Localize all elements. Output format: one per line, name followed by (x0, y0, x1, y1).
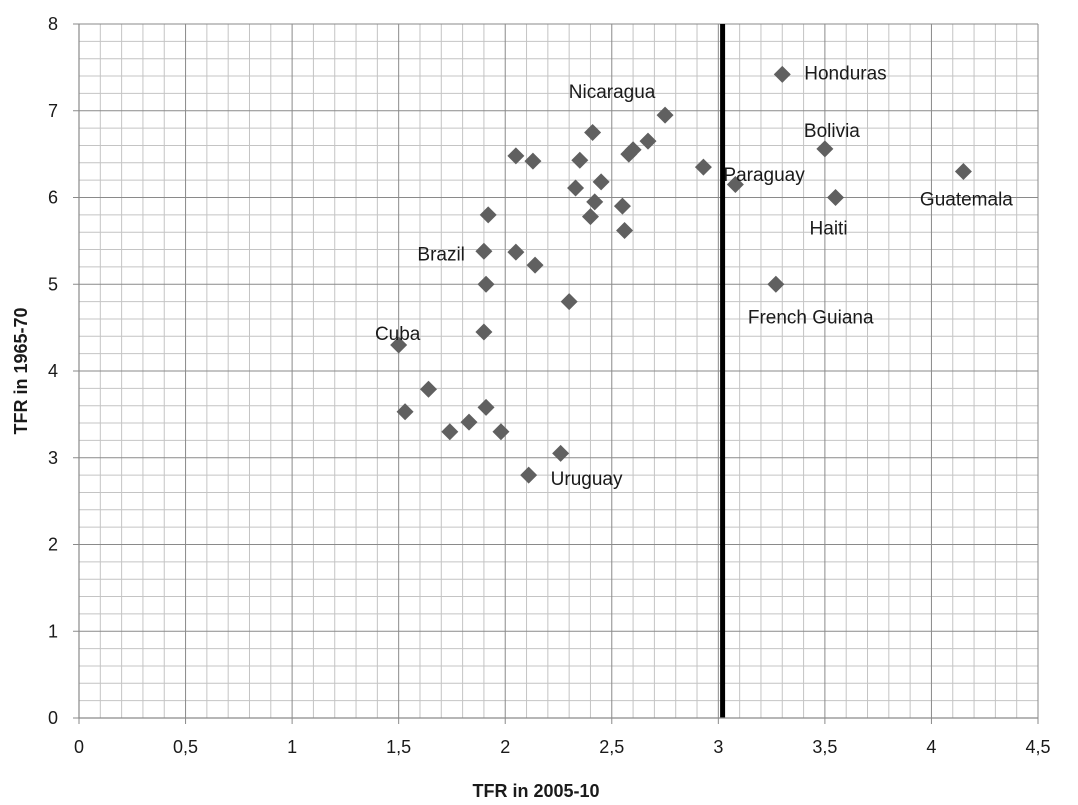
x-tick-label: 0 (74, 737, 84, 757)
x-tick-label: 3 (713, 737, 723, 757)
data-point (639, 132, 657, 150)
point-label: Guatemala (920, 189, 1013, 210)
data-point (613, 197, 631, 215)
x-tick-labels: 0 0,5 1 1,5 2 2,5 3 3,5 4 4,5 (74, 737, 1051, 757)
point-label: Honduras (804, 63, 886, 84)
y-tick-label: 6 (48, 188, 58, 208)
x-tick-label: 1 (287, 737, 297, 757)
y-tick-label: 8 (48, 14, 58, 34)
data-point (620, 145, 638, 163)
data-point (560, 293, 578, 311)
axes (78, 24, 1038, 719)
y-tick-label: 3 (48, 448, 58, 468)
data-point (441, 423, 459, 441)
x-tick-label: 4 (926, 737, 936, 757)
y-tick-label: 1 (48, 621, 58, 641)
data-point (586, 193, 604, 211)
data-point (816, 140, 834, 158)
data-point (552, 444, 570, 462)
x-tick-label: 2 (500, 737, 510, 757)
data-point (526, 256, 544, 274)
point-label: Bolivia (804, 121, 860, 142)
data-point (726, 175, 744, 193)
data-point (592, 173, 610, 191)
data-point (492, 423, 510, 441)
point-label: Uruguay (551, 469, 623, 490)
data-point (475, 323, 493, 341)
data-point (767, 275, 785, 293)
point-label: French Guiana (748, 307, 874, 328)
x-axis-title: TFR in 2005-10 (472, 781, 599, 801)
x-tick-label: 0,5 (173, 737, 198, 757)
point-labels: Honduras Nicaragua Bolivia Paraguay Guatemal… (375, 63, 1013, 490)
data-point (507, 243, 525, 261)
data-point (507, 147, 525, 165)
major-gridlines (73, 23, 1039, 724)
y-tick-label: 0 (48, 708, 58, 728)
data-point (773, 65, 791, 83)
point-label: Brazil (417, 244, 465, 265)
data-point (420, 380, 438, 398)
data-point (390, 336, 408, 354)
point-label: Cuba (375, 324, 421, 345)
data-point (460, 413, 478, 431)
data-point (827, 189, 845, 206)
point-label: Nicaragua (569, 82, 656, 103)
y-tick-label: 4 (48, 361, 58, 381)
x-tick-label: 3,5 (812, 737, 837, 757)
point-label: Paraguay (723, 165, 805, 186)
data-point (656, 106, 674, 124)
y-tick-labels: 0 1 2 3 4 5 6 7 8 (48, 14, 58, 728)
data-point (567, 179, 585, 197)
data-point (524, 152, 542, 170)
data-point (616, 221, 634, 239)
point-label: Haiti (810, 219, 848, 240)
y-tick-label: 2 (48, 535, 58, 555)
x-tick-label: 1,5 (386, 737, 411, 757)
x-tick-label: 2,5 (599, 737, 624, 757)
x-tick-label: 4,5 (1025, 737, 1050, 757)
data-point (396, 403, 414, 421)
data-point (694, 158, 712, 176)
y-tick-label: 5 (48, 274, 58, 294)
data-point (477, 398, 495, 416)
data-point (954, 162, 972, 180)
data-point (477, 275, 495, 293)
data-point (520, 466, 538, 484)
y-axis-title: TFR in 1965-70 (11, 307, 31, 434)
data-points (390, 65, 972, 484)
data-point (479, 206, 497, 224)
data-point (581, 208, 599, 226)
data-point (475, 242, 493, 260)
y-tick-label: 7 (48, 101, 58, 121)
data-point (571, 151, 589, 169)
data-point (584, 123, 602, 141)
